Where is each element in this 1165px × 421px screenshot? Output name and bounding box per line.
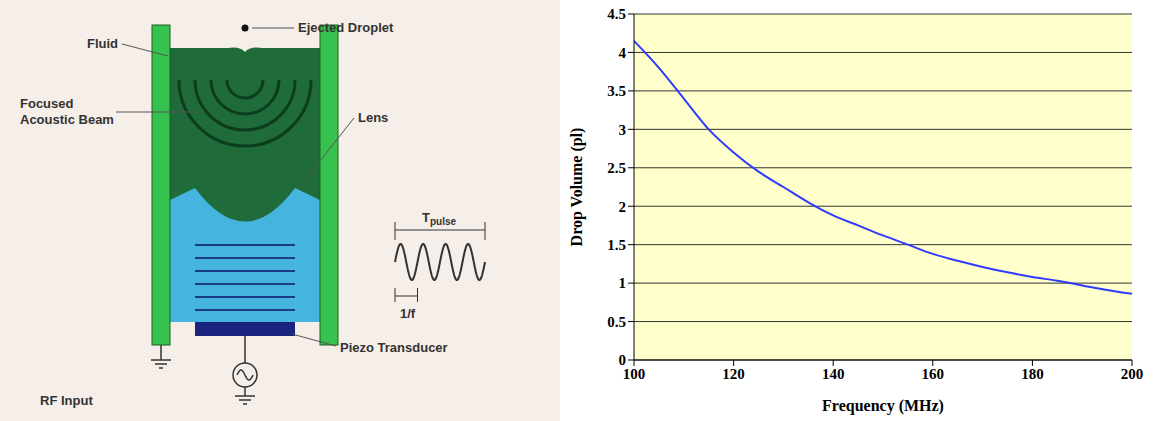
svg-text:2.5: 2.5 [607,160,626,176]
svg-text:1: 1 [619,275,627,291]
svg-text:Tpulse: Tpulse [422,210,457,227]
svg-text:140: 140 [822,366,845,382]
svg-text:Fluid: Fluid [87,36,118,51]
svg-text:4: 4 [619,45,627,61]
svg-text:1/f: 1/f [400,306,416,321]
svg-text:Ejected Droplet: Ejected Droplet [298,20,394,35]
svg-text:Focused: Focused [20,96,74,111]
svg-text:Lens: Lens [358,110,388,125]
svg-text:0: 0 [619,352,627,368]
svg-text:3: 3 [619,122,627,138]
svg-text:0.5: 0.5 [607,314,626,330]
svg-text:120: 120 [722,366,745,382]
svg-text:RF Input: RF Input [40,393,93,408]
svg-text:2: 2 [619,199,627,215]
svg-text:1.5: 1.5 [607,237,626,253]
svg-text:Piezo Transducer: Piezo Transducer [340,340,448,355]
svg-text:180: 180 [1021,366,1044,382]
svg-text:Frequency (MHz): Frequency (MHz) [822,397,944,415]
svg-text:4.5: 4.5 [607,6,626,22]
svg-text:200: 200 [1121,366,1144,382]
svg-text:3.5: 3.5 [607,83,626,99]
svg-text:Drop Volume (pl): Drop Volume (pl) [568,128,586,247]
svg-text:160: 160 [922,366,945,382]
svg-text:Acoustic Beam: Acoustic Beam [20,112,114,127]
svg-text:100: 100 [623,366,646,382]
